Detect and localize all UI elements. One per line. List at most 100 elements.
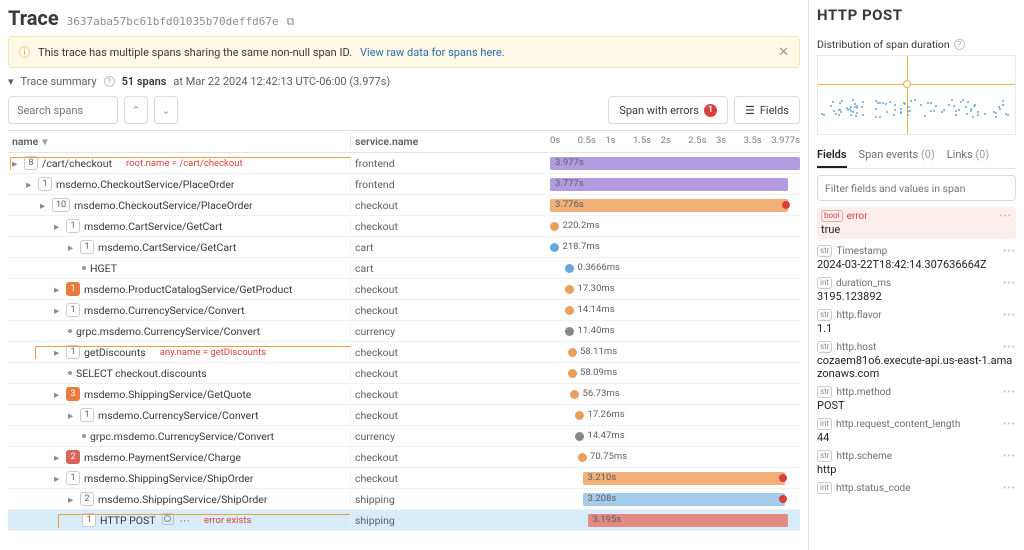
- close-icon[interactable]: ✕: [778, 45, 789, 60]
- service-name: checkout: [350, 199, 550, 212]
- error-count-badge: 1: [704, 104, 717, 117]
- magnify-icon[interactable]: [162, 513, 174, 525]
- field-menu-icon[interactable]: •••: [1003, 419, 1016, 430]
- copy-icon[interactable]: ⧉: [287, 15, 295, 29]
- toggle-icon[interactable]: ▸: [54, 283, 62, 296]
- field-value: 3195.123892: [817, 290, 1016, 303]
- span-row[interactable]: ▸3msdemo.ShippingService/GetQuotecheckou…: [8, 384, 800, 405]
- span-row[interactable]: HGETcart0.3666ms: [8, 258, 800, 279]
- search-input[interactable]: [8, 96, 118, 124]
- span-row[interactable]: grpc.msdemo.CurrencyService/Convertcurre…: [8, 321, 800, 342]
- field-row[interactable]: strhttp.flavor•••1.1: [817, 309, 1016, 335]
- duration-dot: [578, 453, 587, 462]
- span-count-badge: 10: [52, 198, 70, 212]
- toggle-icon[interactable]: ▸: [54, 451, 62, 464]
- field-row[interactable]: boolerror•••true: [817, 207, 1016, 239]
- field-key: Timestamp: [836, 246, 887, 257]
- duration-bar: [550, 199, 788, 212]
- span-row[interactable]: ▸8/cart/checkoutroot.name = /cart/checko…: [8, 153, 800, 174]
- toggle-icon[interactable]: ▸: [54, 346, 62, 359]
- span-row[interactable]: ▸1msdemo.CartService/GetCartcheckout220.…: [8, 216, 800, 237]
- filter-fields-input[interactable]: [817, 175, 1016, 201]
- warning-icon: ⓘ: [19, 44, 30, 60]
- prev-button[interactable]: ⌃: [124, 96, 148, 124]
- span-count-badge: 1: [66, 303, 80, 317]
- toggle-icon[interactable]: ▸: [26, 178, 34, 191]
- help-icon[interactable]: ?: [954, 39, 965, 50]
- span-row[interactable]: ▸1msdemo.ShippingService/ShipOrderchecko…: [8, 468, 800, 489]
- next-button[interactable]: ⌄: [154, 96, 178, 124]
- help-icon[interactable]: ?: [104, 76, 115, 87]
- field-row[interactable]: inthttp.status_code•••: [817, 482, 1016, 494]
- span-name: msdemo.ShippingService/GetQuote: [84, 388, 251, 401]
- service-name: checkout: [350, 367, 550, 380]
- span-count-badge: 2: [80, 492, 94, 506]
- span-row[interactable]: 1HTTP POST⋯error existsshipping3.195s: [8, 510, 800, 531]
- duration-dot: [575, 411, 584, 420]
- field-menu-icon[interactable]: •••: [1003, 342, 1016, 353]
- alert-text: This trace has multiple spans sharing th…: [38, 46, 352, 59]
- span-row[interactable]: ▸10msdemo.CheckoutService/PlaceOrderchec…: [8, 195, 800, 216]
- tab-span-events[interactable]: Span events (0): [859, 143, 935, 168]
- type-badge: str: [817, 386, 832, 398]
- timeline-header: 0s0.5s1s1.5s2s2.5s3s3.5s3.977s: [550, 135, 800, 148]
- page-title: Trace: [8, 6, 59, 30]
- service-name: cart: [350, 262, 550, 275]
- field-menu-icon[interactable]: •••: [1003, 246, 1016, 257]
- field-menu-icon[interactable]: •••: [1003, 387, 1016, 398]
- field-row[interactable]: intduration_ms•••3195.123892: [817, 277, 1016, 303]
- field-row[interactable]: strhttp.method•••POST: [817, 386, 1016, 412]
- field-row[interactable]: strTimestamp•••2024-03-22T18:42:14.30763…: [817, 245, 1016, 271]
- span-row[interactable]: ▸1msdemo.CurrencyService/Convertcheckout…: [8, 300, 800, 321]
- service-name: frontend: [350, 157, 550, 170]
- field-menu-icon[interactable]: •••: [1003, 451, 1016, 462]
- toggle-icon[interactable]: ▸: [68, 241, 76, 254]
- toggle-icon[interactable]: ▸: [12, 157, 20, 170]
- errors-filter-button[interactable]: Span with errors 1: [608, 96, 728, 124]
- field-row[interactable]: strhttp.host•••cozaem81o6.execute-api.us…: [817, 341, 1016, 380]
- fields-button[interactable]: ☰ Fields: [734, 96, 800, 124]
- field-value: 1.1: [817, 322, 1016, 335]
- duration-dot: [568, 369, 577, 378]
- toggle-icon[interactable]: ▸: [68, 409, 76, 422]
- field-menu-icon[interactable]: •••: [1003, 310, 1016, 321]
- tab-links[interactable]: Links (0): [947, 143, 989, 168]
- span-row[interactable]: ▸1msdemo.CurrencyService/Convertcheckout…: [8, 405, 800, 426]
- span-row[interactable]: ▸1msdemo.CartService/GetCartcart218.7ms: [8, 237, 800, 258]
- span-count-badge: 1: [66, 345, 80, 359]
- span-row[interactable]: ▸1getDiscountsany.name = getDiscountsche…: [8, 342, 800, 363]
- field-value: cozaem81o6.execute-api.us-east-1.amazona…: [817, 354, 1016, 380]
- service-name: checkout: [350, 283, 550, 296]
- field-menu-icon[interactable]: •••: [999, 211, 1012, 222]
- field-row[interactable]: strhttp.scheme•••http: [817, 450, 1016, 476]
- span-note: error exists: [204, 515, 251, 526]
- toggle-icon[interactable]: ▸: [54, 472, 62, 485]
- distribution-chart[interactable]: [817, 55, 1016, 135]
- field-key: http.request_content_length: [836, 419, 960, 430]
- span-row[interactable]: grpc.msdemo.CurrencyService/Convertcurre…: [8, 426, 800, 447]
- toggle-icon[interactable]: ▸: [54, 220, 62, 233]
- chevron-down-icon[interactable]: ▾: [8, 75, 14, 88]
- col-name-header[interactable]: name: [12, 135, 38, 148]
- duration-bar: [550, 178, 788, 191]
- span-name: grpc.msdemo.CurrencyService/Convert: [90, 430, 274, 443]
- row-menu-icon[interactable]: ⋯: [180, 514, 191, 527]
- span-row[interactable]: ▸1msdemo.CheckoutService/PlaceOrderfront…: [8, 174, 800, 195]
- toggle-icon[interactable]: ▸: [40, 199, 48, 212]
- alert-link[interactable]: View raw data for spans here.: [360, 46, 505, 59]
- col-service-header[interactable]: service.name: [355, 135, 418, 148]
- duration-dot: [570, 390, 579, 399]
- span-row[interactable]: ▸2msdemo.PaymentService/Chargecheckout70…: [8, 447, 800, 468]
- span-row[interactable]: ▸2msdemo.ShippingService/ShipOrdershippi…: [8, 489, 800, 510]
- service-name: currency: [350, 325, 550, 338]
- field-menu-icon[interactable]: •••: [1003, 278, 1016, 289]
- toggle-icon[interactable]: ▸: [54, 388, 62, 401]
- toggle-icon[interactable]: ▸: [68, 493, 76, 506]
- span-row[interactable]: SELECT checkout.discountscheckout58.09ms: [8, 363, 800, 384]
- toggle-icon[interactable]: ▸: [54, 304, 62, 317]
- field-value: 2024-03-22T18:42:14.307636664Z: [817, 258, 1016, 271]
- field-row[interactable]: inthttp.request_content_length•••44: [817, 418, 1016, 444]
- tab-fields[interactable]: Fields: [817, 143, 847, 168]
- span-row[interactable]: ▸1msdemo.ProductCatalogService/GetProduc…: [8, 279, 800, 300]
- field-menu-icon[interactable]: •••: [1003, 483, 1016, 494]
